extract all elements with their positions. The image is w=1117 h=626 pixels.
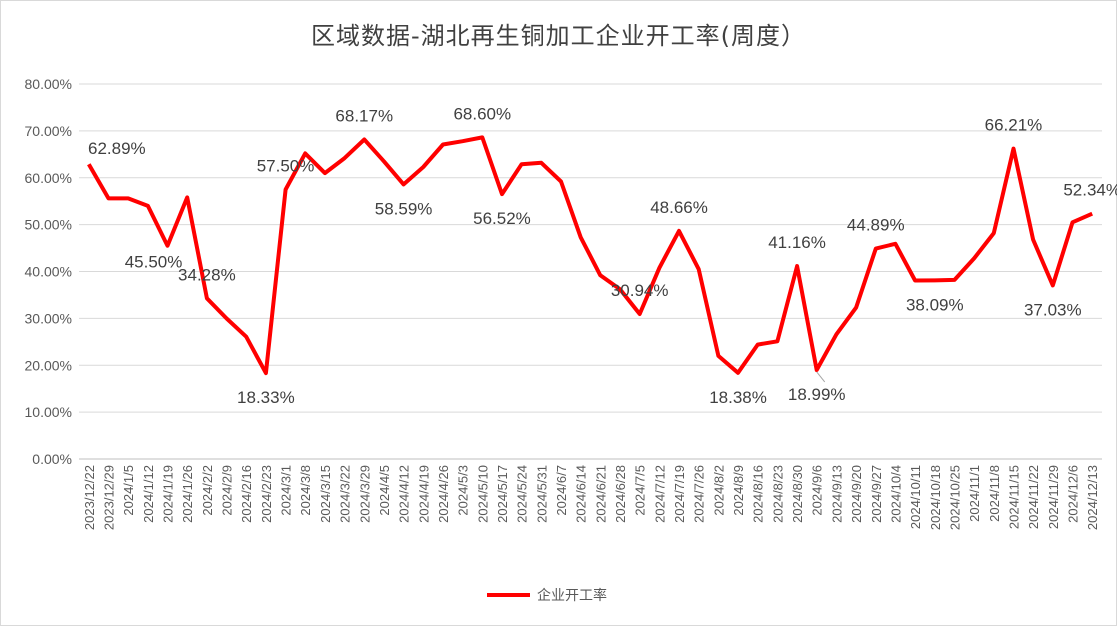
x-tick-label: 2024/3/22 <box>338 465 353 523</box>
x-tick-label: 2024/11/8 <box>987 465 1002 522</box>
x-tick-label: 2024/5/17 <box>495 465 510 523</box>
y-tick-label: 80.00% <box>25 76 72 92</box>
x-tick-label: 2024/7/19 <box>672 465 687 523</box>
x-tick-label: 2024/7/26 <box>692 465 707 523</box>
chart-title: 区域数据-湖北再生铜加工企业开工率(周度） <box>310 22 807 50</box>
x-tick-label: 2024/1/5 <box>121 465 136 516</box>
x-tick-label: 2024/9/6 <box>810 465 825 516</box>
x-axis-ticks: 2023/12/22 2023/12/29 2024/1/5 2024/1/12 202… <box>82 465 1100 530</box>
x-tick-label: 2024/4/26 <box>436 465 451 523</box>
y-tick-label: 60.00% <box>25 170 72 186</box>
x-tick-label: 2024/4/5 <box>377 465 392 516</box>
y-tick-label: 30.00% <box>25 310 72 326</box>
x-tick-label: 2024/4/19 <box>416 465 431 523</box>
x-tick-label: 2024/5/3 <box>456 465 471 516</box>
x-tick-label: 2024/5/10 <box>475 465 490 523</box>
x-tick-label: 2024/1/12 <box>141 465 156 523</box>
x-tick-label: 2023/12/29 <box>102 465 117 530</box>
x-tick-label: 2024/11/15 <box>1006 465 1021 529</box>
data-label: 18.38% <box>709 388 767 407</box>
x-tick-label: 2023/12/22 <box>82 465 97 530</box>
data-label: 18.99% <box>788 385 846 404</box>
data-label: 57.50% <box>257 156 315 175</box>
data-label: 66.21% <box>985 116 1043 135</box>
data-label: 37.03% <box>1024 300 1082 319</box>
x-tick-label: 2024/1/19 <box>161 465 176 523</box>
x-tick-label: 2024/2/23 <box>259 465 274 523</box>
x-tick-label: 2024/3/8 <box>298 465 313 516</box>
x-tick-label: 2024/11/22 <box>1026 465 1041 529</box>
x-tick-label: 2024/2/16 <box>239 465 254 523</box>
data-label: 48.66% <box>650 198 708 217</box>
x-tick-label: 2024/3/1 <box>279 465 294 516</box>
x-tick-label: 2024/3/15 <box>318 465 333 523</box>
label-leader-line <box>816 371 826 383</box>
x-tick-label: 2024/7/5 <box>633 465 648 516</box>
x-tick-label: 2024/9/27 <box>869 465 884 523</box>
x-tick-label: 2024/8/23 <box>770 465 785 523</box>
x-tick-label: 2024/10/25 <box>947 465 962 530</box>
y-tick-label: 10.00% <box>25 404 72 420</box>
y-tick-label: 50.00% <box>25 217 72 233</box>
x-tick-label: 2024/6/21 <box>593 465 608 523</box>
x-tick-label: 2024/7/12 <box>652 465 667 523</box>
x-tick-label: 2024/11/1 <box>967 465 982 522</box>
x-tick-label: 2024/6/28 <box>613 465 628 523</box>
x-tick-label: 2024/10/4 <box>888 465 903 523</box>
x-tick-label: 2024/1/26 <box>180 465 195 523</box>
data-label: 58.59% <box>375 199 433 218</box>
x-tick-label: 2024/5/24 <box>515 465 530 523</box>
data-label: 68.60% <box>453 104 511 123</box>
x-tick-label: 2024/10/11 <box>908 465 923 529</box>
data-label: 52.34% <box>1063 181 1117 200</box>
legend-label: 企业开工率 <box>537 587 607 604</box>
data-label: 62.89% <box>88 139 146 158</box>
x-tick-label: 2024/2/2 <box>200 465 215 516</box>
data-label: 68.17% <box>335 106 393 125</box>
x-tick-label: 2024/5/31 <box>534 465 549 523</box>
legend: 企业开工率 <box>487 587 607 604</box>
x-tick-label: 2024/2/9 <box>220 465 235 516</box>
series-line-enterprise-operating-rate <box>87 135 1094 376</box>
data-label: 56.52% <box>473 209 531 228</box>
x-tick-label: 2024/9/13 <box>829 465 844 523</box>
x-tick-label: 2024/12/13 <box>1085 465 1100 530</box>
x-tick-label: 2024/12/6 <box>1065 465 1080 523</box>
data-label: 34.28% <box>178 265 236 284</box>
y-axis-ticks: 0.00% 10.00% 20.00% 30.00% 40.00% 50.00% 60.00… <box>25 76 72 467</box>
data-label: 41.16% <box>768 233 826 252</box>
x-tick-label: 2024/6/14 <box>574 465 589 523</box>
data-labels: 62.89% 45.50%34.28% 18.33% 57.50% 68.17% 58.5… <box>88 104 1117 407</box>
data-label: 30.94% <box>611 281 669 300</box>
y-tick-label: 70.00% <box>25 123 72 139</box>
data-label: 45.50% <box>125 253 183 272</box>
data-label: 44.89% <box>847 216 905 235</box>
x-tick-label: 2024/8/16 <box>751 465 766 523</box>
x-tick-label: 2024/6/7 <box>554 465 569 516</box>
x-tick-label: 2024/4/12 <box>397 465 412 523</box>
y-tick-label: 20.00% <box>25 357 72 373</box>
x-tick-label: 2024/8/9 <box>731 465 746 516</box>
x-tick-label: 2024/11/29 <box>1046 465 1061 529</box>
y-tick-label: 0.00% <box>32 451 72 467</box>
data-label: 38.09% <box>906 295 964 314</box>
data-label: 18.33% <box>237 388 295 407</box>
x-tick-label: 2024/3/29 <box>357 465 372 523</box>
x-tick-label: 2024/8/30 <box>790 465 805 523</box>
x-tick-label: 2024/8/2 <box>711 465 726 516</box>
gridlines <box>79 83 1102 460</box>
x-tick-label: 2024/9/20 <box>849 465 864 523</box>
y-tick-label: 40.00% <box>25 264 72 280</box>
x-tick-label: 2024/10/18 <box>928 465 943 530</box>
